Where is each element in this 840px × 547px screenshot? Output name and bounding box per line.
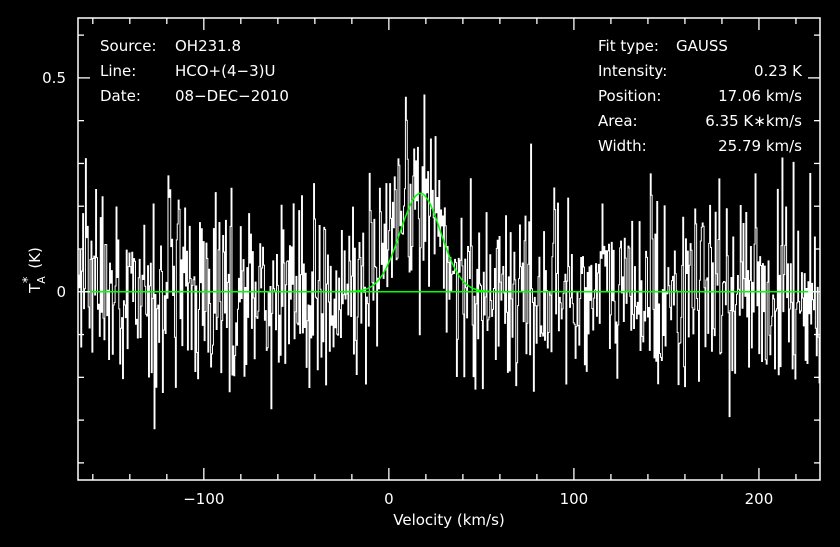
svg-text:TA*(K): TA* (K) (21, 247, 48, 294)
x-tick-label: 100 (560, 490, 589, 508)
spectrum-line (78, 94, 820, 430)
y-axis-label-sup: * (21, 276, 36, 283)
info-right-value: 0.23 K (754, 62, 803, 80)
x-tick-label: 0 (384, 490, 394, 508)
info-right-value: 25.79 km/s (718, 137, 802, 155)
info-left-label: Source: (100, 37, 157, 55)
info-right-value: GAUSS (676, 37, 728, 55)
info-right: Fit type: GAUSS Intensity: 0.23 K Position: 1… (598, 37, 803, 155)
ticks-layer (78, 18, 820, 480)
info-right-label: Intensity: (598, 62, 667, 80)
info-left: Source: OH231.8 Line: HCO+(4−3)U Date: 08−DEC… (100, 37, 289, 105)
y-axis-label: TA* (K) (21, 247, 48, 294)
info-left-value: HCO+(4−3)U (175, 62, 275, 80)
fit-layer (323, 192, 518, 293)
x-tick-label: 200 (745, 490, 774, 508)
x-tick-label: −100 (183, 490, 224, 508)
y-tick-label: 0 (56, 283, 66, 301)
tick-labels-layer: −100 0 100 200 0 0.5 (42, 69, 773, 508)
y-axis-label-unit: (K) (26, 247, 44, 269)
y-tick-label: 0.5 (42, 69, 66, 87)
y-axis-label-main: T (26, 283, 44, 294)
info-left-label: Line: (100, 62, 136, 80)
info-left-value: OH231.8 (175, 37, 241, 55)
info-right-value: 6.35 K∗km/s (705, 112, 802, 130)
plot-area (78, 94, 820, 430)
y-axis-label-sub: A (35, 276, 48, 284)
info-right-label: Width: (598, 137, 647, 155)
gauss-fit-curve (323, 192, 518, 293)
info-right-label: Area: (598, 112, 638, 130)
x-axis-label: Velocity (km/s) (393, 511, 504, 529)
info-left-label: Date: (100, 87, 141, 105)
info-right-label: Position: (598, 87, 661, 105)
info-left-value: 08−DEC−2010 (175, 87, 289, 105)
info-right-label: Fit type: (598, 37, 659, 55)
spectrum-layer (78, 94, 820, 430)
info-right-value: 17.06 km/s (718, 87, 802, 105)
